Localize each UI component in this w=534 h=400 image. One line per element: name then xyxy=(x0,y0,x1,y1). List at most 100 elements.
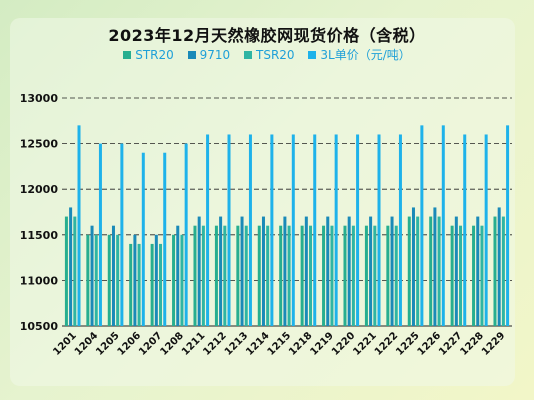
bar xyxy=(386,225,390,326)
bar xyxy=(351,225,355,326)
bar xyxy=(454,216,458,326)
bar xyxy=(141,152,145,326)
x-tick-label: 1213 xyxy=(223,330,250,357)
bar xyxy=(407,216,411,326)
bar xyxy=(416,216,420,326)
x-tick-label: 1211 xyxy=(180,330,207,357)
bar xyxy=(120,143,124,326)
x-tick-label: 1228 xyxy=(459,330,486,357)
bar xyxy=(484,134,488,326)
bar xyxy=(309,225,313,326)
chart-legend: STR20 9710 TSR20 3L单价（元/吨） xyxy=(0,46,534,63)
bar xyxy=(441,125,445,326)
x-tick-label: 1220 xyxy=(330,330,357,357)
bar xyxy=(373,225,377,326)
bar xyxy=(347,216,351,326)
bar xyxy=(394,225,398,326)
bar xyxy=(398,134,402,326)
bar xyxy=(506,125,510,326)
x-tick-label: 1208 xyxy=(159,330,186,357)
bar xyxy=(176,225,180,326)
legend-item-3l: 3L单价（元/吨） xyxy=(308,46,411,63)
bar xyxy=(322,225,326,326)
legend-swatch-3l xyxy=(308,51,317,59)
bar xyxy=(227,134,231,326)
legend-swatch-9710 xyxy=(187,51,196,59)
bar xyxy=(244,225,248,326)
bar xyxy=(64,216,68,326)
x-tick-label: 1207 xyxy=(137,330,164,357)
x-tick-label: 1218 xyxy=(287,330,314,357)
y-tick-label: 13000 xyxy=(20,92,59,105)
bar xyxy=(369,216,373,326)
y-tick-label: 12000 xyxy=(20,183,59,196)
bar xyxy=(420,125,424,326)
bar xyxy=(69,207,73,326)
bar xyxy=(111,225,115,326)
bar xyxy=(150,243,154,326)
bar xyxy=(107,234,111,326)
bar xyxy=(154,234,158,326)
x-tick-label: 1205 xyxy=(94,330,121,357)
bar xyxy=(270,134,274,326)
bar xyxy=(433,207,437,326)
bar xyxy=(390,216,394,326)
bar xyxy=(304,216,308,326)
y-tick-label: 11000 xyxy=(20,274,59,287)
bar xyxy=(180,234,184,326)
x-tick-label: 1204 xyxy=(73,330,100,357)
bar xyxy=(279,225,283,326)
bar xyxy=(472,225,476,326)
x-tick-label: 1226 xyxy=(416,330,443,357)
bar xyxy=(356,134,360,326)
x-tick-label: 1201 xyxy=(51,330,78,357)
bar xyxy=(411,207,415,326)
legend-label-9710: 9710 xyxy=(199,48,231,62)
legend-item-tsr20: TSR20 xyxy=(244,48,295,62)
bar xyxy=(240,216,244,326)
y-tick-label: 10500 xyxy=(20,320,59,333)
bar xyxy=(98,143,102,326)
x-tick-label: 1206 xyxy=(116,330,143,357)
x-tick-label: 1212 xyxy=(201,330,228,357)
bar xyxy=(137,243,141,326)
x-tick-label: 1225 xyxy=(394,330,421,357)
bar xyxy=(476,216,480,326)
bar xyxy=(133,234,137,326)
bar xyxy=(429,216,433,326)
bar xyxy=(116,234,120,326)
legend-swatch-str20 xyxy=(123,51,132,59)
bar xyxy=(163,152,167,326)
bar xyxy=(129,243,133,326)
x-tick-label: 1229 xyxy=(480,330,507,357)
bar xyxy=(291,134,295,326)
chart-title: 2023年12月天然橡胶网现货价格（含税） xyxy=(108,26,426,45)
bar xyxy=(248,134,252,326)
bar xyxy=(223,225,227,326)
bar xyxy=(86,234,90,326)
bar xyxy=(377,134,381,326)
bar xyxy=(450,225,454,326)
legend-label-tsr20: TSR20 xyxy=(256,48,295,62)
bar xyxy=(94,234,98,326)
bar xyxy=(283,216,287,326)
x-tick-label: 1221 xyxy=(351,330,378,357)
bar xyxy=(206,134,210,326)
bar xyxy=(257,225,261,326)
bar xyxy=(266,225,270,326)
x-tick-label: 1215 xyxy=(266,330,293,357)
bar xyxy=(193,225,197,326)
bar xyxy=(90,225,94,326)
bar xyxy=(501,216,505,326)
bar xyxy=(497,207,501,326)
legend-label-3l: 3L单价（元/吨） xyxy=(320,48,411,62)
bar xyxy=(463,134,467,326)
bar xyxy=(437,216,441,326)
bar xyxy=(261,216,265,326)
bar xyxy=(459,225,463,326)
bar xyxy=(214,225,218,326)
bar xyxy=(330,225,334,326)
bar xyxy=(364,225,368,326)
legend-item-str20: STR20 xyxy=(123,48,174,62)
bar xyxy=(184,143,188,326)
